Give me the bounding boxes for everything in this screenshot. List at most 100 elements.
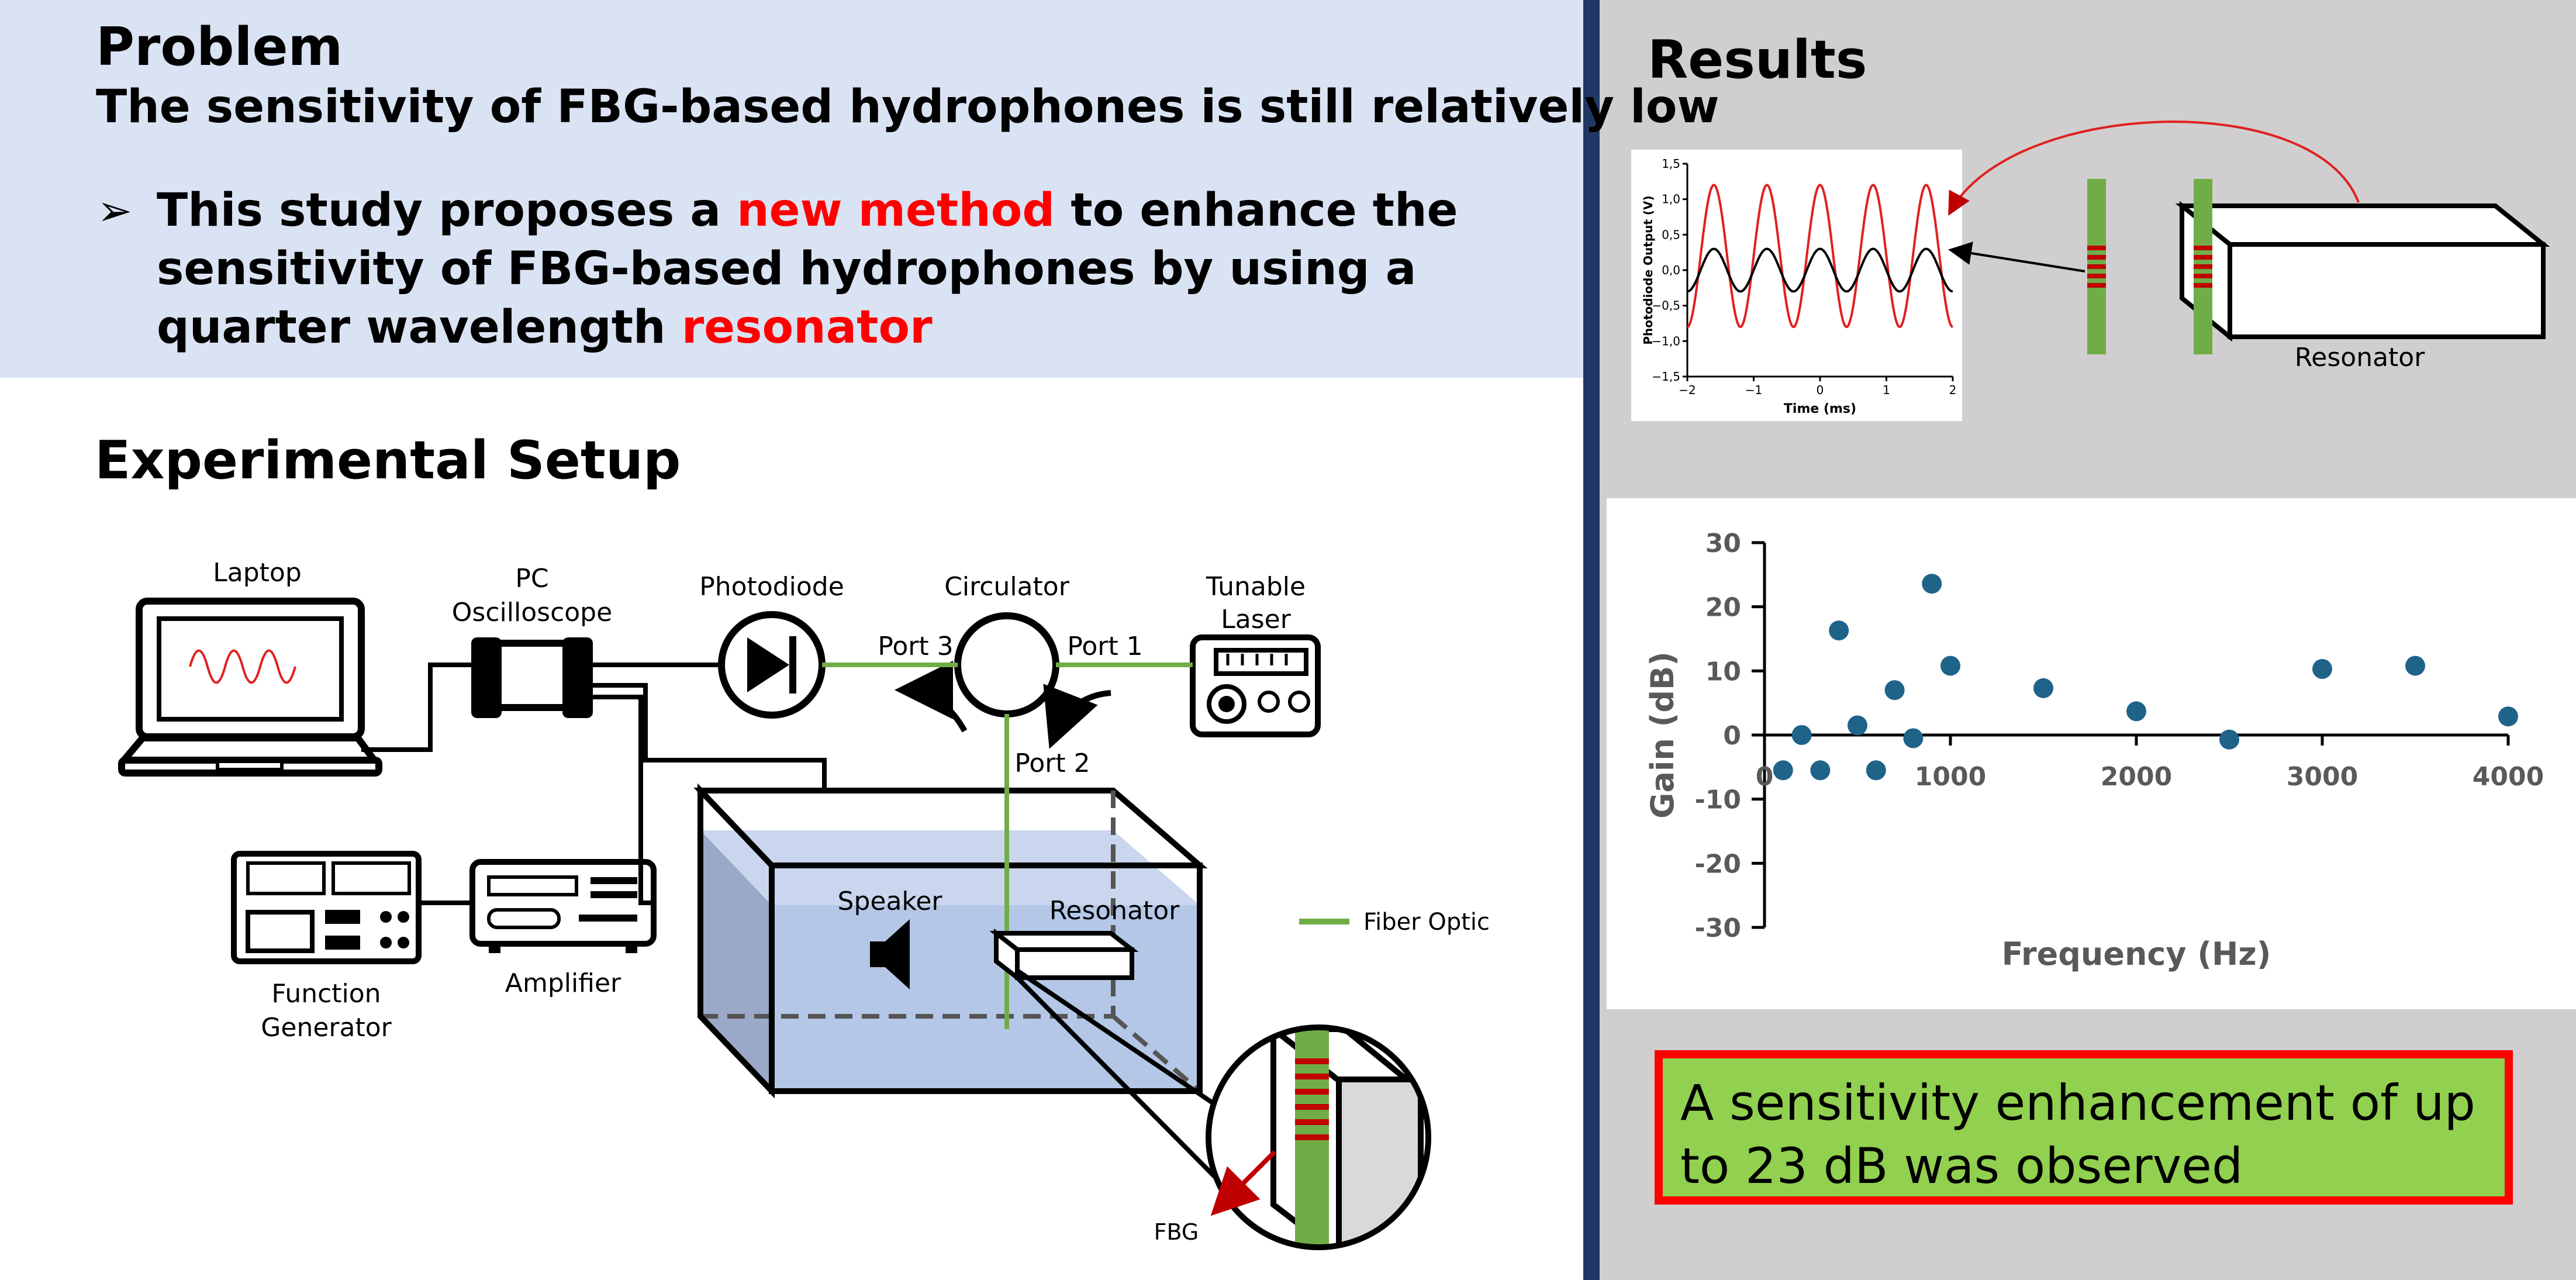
circulator-arrow-left-icon [895, 661, 968, 733]
gain-chart-background [1607, 498, 2576, 1009]
reference-signal-arrow-icon [1948, 241, 2085, 272]
gain-data-point [2219, 729, 2239, 750]
water-tank [693, 783, 1208, 1099]
conclusion-box: A sensitivity enhancement of up to 23 dB… [1655, 1050, 2513, 1205]
label-circulator: Circulator [944, 572, 1070, 602]
label-speaker: Speaker [838, 886, 943, 916]
label-port1: Port 1 [1067, 632, 1142, 661]
label-tunable: Tunable [1206, 572, 1306, 602]
gain-x-tick-label: 4000 [2473, 762, 2544, 792]
wave-y-tick-label: 0,5 [1662, 227, 1680, 241]
wave-series-1 [1687, 247, 1953, 293]
gain-data-point [1773, 760, 1793, 781]
gain-data-point [1848, 715, 1867, 736]
gain-data-point [2126, 701, 2146, 722]
bullet-middle: to enhance the sensitivity of FBG-based … [157, 184, 1458, 354]
label-oscilloscope: Oscilloscope [452, 598, 612, 627]
wave-x-tick-label: −2 [1679, 383, 1696, 397]
gain-x-tick-label: 0 [1756, 762, 1774, 792]
gain-scatter-chart: 30 20 10 0 -10 -20 -30 0 1000 2000 3000 4000 Frequen… [1644, 529, 2544, 972]
label-port3: Port 3 [878, 632, 953, 661]
wave-y-axis-label: Photodiode Output (V) [1641, 195, 1655, 344]
gain-data-point [2498, 706, 2518, 727]
gain-y-tick-label: 0 [1723, 721, 1741, 751]
gain-data-point [1866, 760, 1886, 781]
gain-y-tick-label: -10 [1695, 785, 1742, 815]
label-fbg: FBG [1154, 1219, 1199, 1245]
problem-title: Problem [96, 16, 343, 78]
gain-y-tick-label: -20 [1695, 849, 1742, 879]
gain-data-point [2312, 659, 2332, 679]
bullet-prefix: This study proposes a [157, 184, 737, 237]
wave-x-tick-label: 0 [1817, 383, 1824, 397]
wave-x-tick-label: 1 [1883, 383, 1890, 397]
wave-y-tick-label: 1,0 [1662, 192, 1680, 206]
label-port2: Port 2 [1014, 748, 1090, 778]
wave-y-tick-label: 1,5 [1662, 157, 1680, 171]
label-laptop: Laptop [213, 558, 302, 588]
waveform-plot-background [1631, 150, 1962, 421]
gain-data-point [1791, 725, 1812, 745]
gain-data-point [1903, 728, 1924, 748]
circulator-arrow-down-icon [1043, 684, 1111, 749]
gain-data-point [1884, 680, 1905, 701]
tunable-laser-icon [1190, 634, 1321, 737]
label-amplifier: Amplifier [505, 968, 621, 998]
panel-divider [1583, 0, 1600, 1280]
gain-data-point [1829, 620, 1849, 641]
wave-series-0 [1687, 184, 1953, 329]
label-resonator: Resonator [1049, 896, 1180, 926]
wave-x-tick-label: 2 [1949, 383, 1957, 397]
gain-y-tick-label: 30 [1705, 529, 1741, 558]
amplifier-icon [469, 859, 657, 953]
laptop-icon [118, 598, 382, 777]
label-pc: PC [515, 564, 548, 594]
results-resonator-label: Resonator [2295, 343, 2426, 372]
gain-y-tick-label: 10 [1705, 657, 1741, 686]
resonator-in-tank-icon [989, 928, 1139, 983]
gain-data-point [2405, 655, 2425, 676]
speaker-icon [870, 919, 910, 989]
grating-resonator-icon [2194, 246, 2212, 288]
gain-x-axis-label: Frequency (Hz) [2002, 936, 2271, 972]
function-generator-icon [231, 851, 422, 964]
problem-subtitle: The sensitivity of FBG-based hydrophones… [96, 81, 1719, 133]
resonator-signal-arrow-icon [1948, 120, 2360, 216]
setup-title: Experimental Setup [95, 430, 681, 491]
gain-x-tick-label: 3000 [2287, 762, 2358, 792]
grating-reference-icon [2087, 246, 2106, 288]
problem-panel [0, 0, 1583, 378]
gain-data-point [2033, 678, 2053, 698]
wave-x-axis-label: Time (ms) [1784, 402, 1856, 416]
gain-data-point [1810, 760, 1831, 781]
gain-x-tick-label: 2000 [2101, 762, 2172, 792]
fbg-zoom-inset [1206, 1024, 1431, 1250]
wave-y-tick-label: 0,0 [1662, 263, 1680, 277]
gain-y-axis-label: Gain (dB) [1644, 651, 1681, 819]
fiber-optic-lines [822, 663, 1193, 1029]
gain-x-tick-label: 1000 [1915, 762, 1986, 792]
gain-data-point [1940, 655, 1960, 676]
label-photodiode: Photodiode [699, 572, 844, 602]
circulator-icon [954, 612, 1059, 717]
label-laser: Laser [1221, 605, 1291, 634]
results-title: Results [1648, 29, 1867, 91]
legend-fiber-label: Fiber Optic [1363, 909, 1490, 936]
bullet-highlight-resonator: resonator [681, 301, 933, 354]
zoom-line-bottom [1016, 976, 1241, 1203]
waveform-plot: −2 −1 0 1 2 1,5 1,0 0,5 0,0 −0,5 −1,0 −1,5 Time (ms)… [1641, 157, 1956, 416]
bullet-arrow-icon: ➢ [97, 186, 133, 235]
cable-lines [361, 663, 870, 957]
gain-y-tick-label: 20 [1705, 593, 1741, 623]
wave-y-tick-label: −1,0 [1652, 334, 1680, 348]
resonator-results-icon [2175, 201, 2550, 342]
wave-y-tick-label: −1,5 [1652, 370, 1680, 384]
label-function: Function [271, 979, 381, 1009]
wave-x-tick-label: −1 [1745, 383, 1762, 397]
bullet-highlight-new-method: new method [737, 184, 1055, 237]
label-generator: Generator [261, 1013, 392, 1043]
gain-y-tick-label: -30 [1695, 913, 1742, 943]
gain-data-point [1922, 574, 1942, 594]
zoom-line-top [1016, 968, 1218, 1108]
